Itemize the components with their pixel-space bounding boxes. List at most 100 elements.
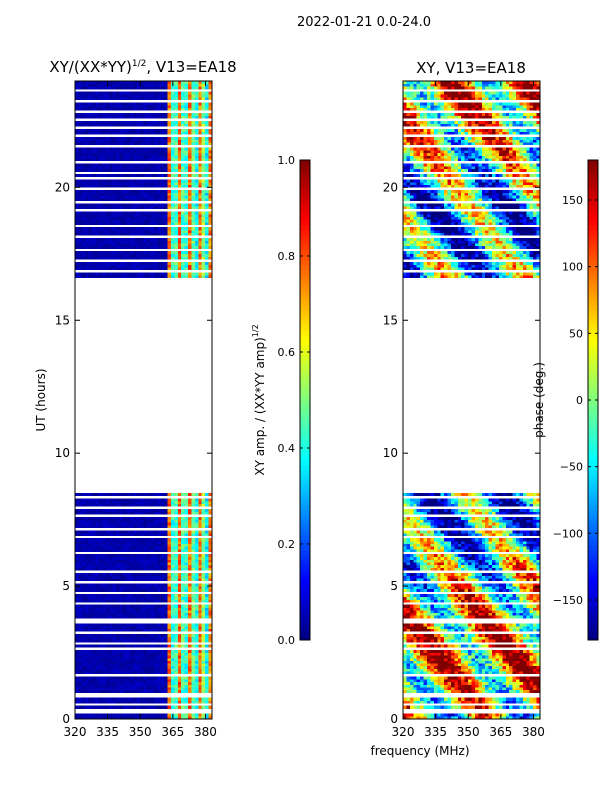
- heatmap-cell: [160, 104, 165, 108]
- heatmap-cell: [146, 663, 151, 667]
- heatmap-cell: [177, 139, 182, 143]
- heatmap-cell: [129, 243, 134, 247]
- heatmap-cell: [157, 115, 162, 119]
- heatmap-cell: [95, 272, 100, 276]
- heatmap-cell: [119, 112, 124, 116]
- heatmap-cell: [153, 197, 158, 202]
- heatmap-cell: [170, 567, 175, 571]
- heatmap-cell: [105, 599, 110, 603]
- heatmap-cell: [81, 689, 86, 693]
- heatmap-cell: [201, 123, 206, 127]
- heatmap-cell: [181, 575, 185, 579]
- heatmap-cell: [102, 524, 107, 528]
- heatmap-cell: [184, 86, 189, 90]
- heatmap-cell: [136, 272, 141, 276]
- heatmap-cell: [78, 192, 83, 196]
- heatmap-cell: [170, 221, 175, 225]
- heatmap-cell: [164, 567, 168, 571]
- heatmap-cell: [136, 511, 141, 515]
- heatmap-cell: [157, 501, 162, 505]
- heatmap-cell: [81, 716, 86, 720]
- heatmap-cell: [157, 604, 162, 608]
- heatmap-cell: [112, 182, 117, 186]
- heatmap-cell: [191, 639, 196, 643]
- heatmap-cell: [119, 615, 124, 619]
- heatmap-cell: [109, 237, 114, 241]
- heatmap-cell: [188, 548, 192, 552]
- heatmap-cell: [184, 104, 189, 108]
- heatmap-cell: [198, 147, 203, 151]
- heatmap-cell: [75, 562, 79, 566]
- heatmap-cell: [98, 554, 103, 558]
- heatmap-cell: [160, 628, 165, 632]
- heatmap-cell: [205, 633, 209, 637]
- heatmap-cell: [92, 123, 96, 127]
- heatmap-cell: [95, 681, 100, 685]
- heatmap-cell: [181, 503, 185, 507]
- heatmap-cell: [136, 604, 141, 608]
- heatmap-cell: [153, 256, 158, 260]
- heatmap-cell: [140, 168, 144, 172]
- heatmap-cell: [85, 120, 90, 124]
- heatmap-cell: [198, 229, 203, 233]
- heatmap-cell: [194, 229, 199, 233]
- heatmap-cell: [116, 588, 120, 592]
- heatmap-cell: [136, 147, 141, 151]
- heatmap-cell: [122, 578, 127, 582]
- heatmap-cell: [78, 538, 83, 542]
- heatmap-cell: [140, 205, 144, 209]
- heatmap-cell: [92, 684, 96, 688]
- heatmap-cell: [116, 163, 120, 167]
- heatmap-cell: [170, 163, 175, 167]
- heatmap-cell: [81, 221, 86, 225]
- heatmap-cell: [105, 559, 110, 563]
- heatmap-cell: [191, 596, 196, 600]
- heatmap-cell: [92, 184, 96, 188]
- heatmap-cell: [133, 599, 138, 603]
- heatmap-cell: [160, 586, 165, 590]
- heatmap-cell: [112, 716, 117, 720]
- heatmap-cell: [201, 150, 206, 154]
- heatmap-cell: [184, 253, 189, 257]
- heatmap-cell: [160, 615, 165, 619]
- heatmap-cell: [109, 498, 114, 502]
- heatmap-cell: [170, 564, 175, 568]
- heatmap-cell: [85, 657, 90, 661]
- heatmap-cell: [119, 139, 124, 143]
- heatmap-cell: [75, 522, 79, 526]
- heatmap-cell: [150, 663, 155, 667]
- heatmap-cell: [201, 604, 206, 608]
- heatmap-cell: [160, 522, 165, 526]
- heatmap-cell: [81, 195, 86, 199]
- heatmap-cell: [153, 147, 158, 151]
- heatmap-cell: [150, 697, 155, 701]
- heatmap-cell: [191, 256, 196, 260]
- heatmap-cell: [198, 102, 203, 106]
- heatmap-cell: [98, 543, 103, 547]
- heatmap-cell: [174, 665, 179, 669]
- heatmap-cell: [102, 102, 107, 106]
- heatmap-cell: [75, 649, 79, 653]
- heatmap-cell: [81, 112, 86, 116]
- heatmap-cell: [188, 554, 192, 558]
- heatmap-cell: [198, 261, 203, 265]
- heatmap-cell: [88, 94, 93, 98]
- heatmap-cell: [81, 493, 86, 497]
- heatmap-cell: [208, 155, 213, 159]
- heatmap-cell: [126, 575, 131, 579]
- heatmap-cell: [143, 272, 148, 276]
- heatmap-cell: [188, 567, 192, 571]
- heatmap-cell: [133, 625, 138, 630]
- heatmap-cell: [205, 107, 209, 111]
- heatmap-cell: [95, 665, 100, 669]
- heatmap-cell: [201, 556, 206, 560]
- heatmap-cell: [140, 120, 144, 124]
- heatmap-cell: [105, 261, 110, 265]
- heatmap-cell: [160, 227, 165, 231]
- heatmap-cell: [105, 197, 110, 202]
- heatmap-cell: [122, 652, 127, 656]
- heatmap-cell: [129, 567, 134, 571]
- heatmap-cell: [150, 120, 155, 124]
- heatmap-cell: [177, 532, 182, 536]
- heatmap-cell: [188, 155, 192, 159]
